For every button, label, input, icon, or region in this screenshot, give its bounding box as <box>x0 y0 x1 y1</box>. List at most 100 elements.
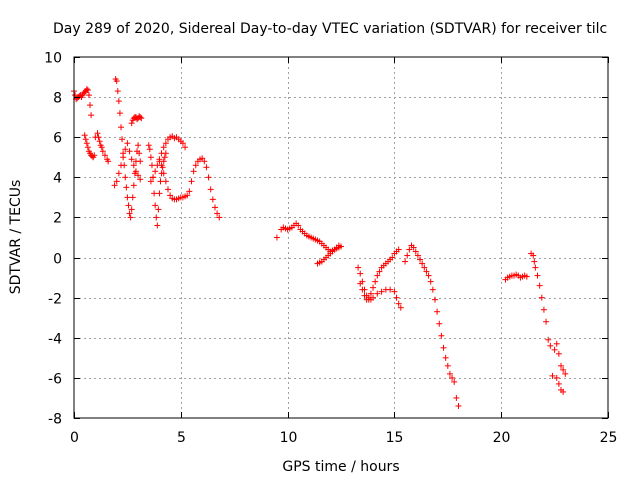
data-point <box>82 136 89 143</box>
data-point <box>126 148 133 155</box>
data-point <box>423 268 430 275</box>
data-point <box>553 374 560 381</box>
grid <box>74 57 608 418</box>
data-point <box>419 260 426 267</box>
data-point <box>543 318 550 325</box>
data-point <box>455 402 462 409</box>
data-point <box>158 162 165 169</box>
data-point <box>137 158 144 165</box>
data-point <box>145 142 152 149</box>
data-point <box>88 112 95 119</box>
y-tick-label: 6 <box>53 131 62 147</box>
axis-ticks: 0 5 10 15 20 25 -8 -6 -4 -2 0 2 4 6 8 10 <box>44 51 617 447</box>
data-point <box>138 115 145 122</box>
data-point <box>84 87 91 94</box>
data-point <box>150 174 157 181</box>
data-point <box>395 246 402 253</box>
data-point <box>359 286 366 293</box>
data-point <box>129 194 136 201</box>
chart-title: Day 289 of 2020, Sidereal Day-to-day VTE… <box>53 21 607 37</box>
data-point <box>402 258 409 265</box>
data-point <box>421 264 428 271</box>
x-tick-label: 0 <box>70 430 79 446</box>
data-point <box>192 162 199 169</box>
data-points <box>71 76 569 409</box>
data-point <box>130 162 137 169</box>
data-point <box>157 178 164 185</box>
data-point <box>547 342 554 349</box>
data-point <box>151 190 158 197</box>
data-point <box>99 148 106 155</box>
data-point <box>199 155 206 162</box>
data-point <box>555 380 562 387</box>
data-point <box>115 170 122 177</box>
data-point <box>361 292 368 299</box>
data-point <box>203 164 210 171</box>
x-tick-label: 15 <box>386 430 404 446</box>
data-point <box>440 344 447 351</box>
x-tick-label: 25 <box>600 430 618 446</box>
data-point <box>531 258 538 265</box>
data-point <box>355 264 362 271</box>
data-point <box>357 280 364 287</box>
data-point <box>436 320 443 327</box>
data-point <box>128 206 135 213</box>
data-point <box>113 78 120 85</box>
data-point <box>182 144 189 151</box>
data-point <box>154 222 161 229</box>
data-point <box>135 142 142 149</box>
data-point <box>523 273 530 280</box>
data-point <box>414 252 421 259</box>
data-point <box>124 140 131 147</box>
data-point <box>148 162 155 169</box>
data-point <box>205 174 212 181</box>
data-point <box>406 246 413 253</box>
data-point <box>136 150 143 157</box>
data-point <box>391 288 398 295</box>
data-point <box>545 336 552 343</box>
data-point <box>120 154 127 161</box>
data-point <box>446 370 453 377</box>
data-point <box>444 362 451 369</box>
data-point <box>132 168 139 175</box>
data-point <box>389 254 396 261</box>
data-point <box>167 192 174 199</box>
data-point <box>538 294 545 301</box>
data-point <box>155 206 162 213</box>
data-point <box>127 214 134 221</box>
y-tick-label: 10 <box>44 51 62 67</box>
y-tick-label: -2 <box>48 292 62 308</box>
data-point <box>184 192 191 199</box>
data-point <box>117 162 124 169</box>
data-point <box>160 144 167 151</box>
data-point <box>453 394 460 401</box>
data-point <box>211 204 218 211</box>
data-point <box>395 300 402 307</box>
data-point <box>397 304 404 311</box>
data-point <box>201 158 208 165</box>
data-point <box>124 194 131 201</box>
data-point <box>376 268 383 275</box>
data-point <box>560 366 567 373</box>
data-point <box>555 350 562 357</box>
data-point <box>365 294 372 301</box>
data-point <box>164 186 171 193</box>
data-point <box>117 124 124 131</box>
data-point <box>126 210 133 217</box>
data-point <box>152 202 159 209</box>
data-point <box>367 290 374 297</box>
data-point <box>146 146 153 153</box>
plot-frame <box>73 56 609 419</box>
y-tick-label: -4 <box>48 332 62 348</box>
data-point <box>273 234 280 241</box>
data-point <box>147 178 154 185</box>
data-point <box>560 388 567 395</box>
data-point <box>540 306 547 313</box>
data-point <box>190 168 197 175</box>
data-point <box>374 272 381 279</box>
data-point <box>372 278 379 285</box>
data-point <box>449 374 456 381</box>
data-point <box>96 138 103 145</box>
data-point <box>431 296 438 303</box>
